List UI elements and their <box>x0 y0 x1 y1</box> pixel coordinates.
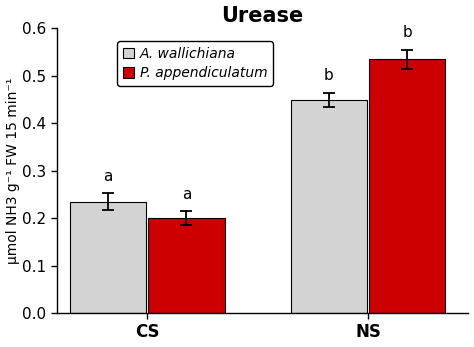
Bar <box>70 202 146 313</box>
Text: b: b <box>402 25 412 40</box>
Text: a: a <box>103 169 113 184</box>
Bar <box>291 100 367 313</box>
Bar <box>148 218 225 313</box>
Text: a: a <box>182 187 191 202</box>
Text: b: b <box>324 68 334 83</box>
Title: Urease: Urease <box>222 6 304 26</box>
Bar <box>369 59 446 313</box>
Y-axis label: μmol NH3 g⁻¹ FW 15 min⁻¹: μmol NH3 g⁻¹ FW 15 min⁻¹ <box>6 78 19 264</box>
Legend: A. wallichiana, P. appendiculatum: A. wallichiana, P. appendiculatum <box>118 41 273 86</box>
